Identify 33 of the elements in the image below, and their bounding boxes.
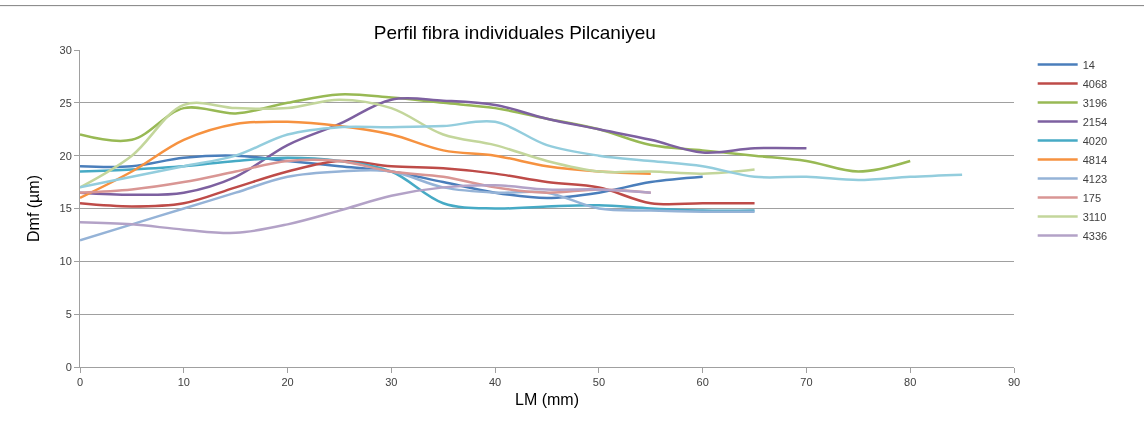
x-tick-label: 40	[488, 376, 502, 389]
x-tick-label: 10	[177, 376, 190, 389]
legend-label: 4336	[1082, 229, 1108, 242]
y-axis-title: Dmf (µm)	[25, 175, 43, 242]
legend-label: 14	[1082, 58, 1095, 71]
x-tick-label: 20	[281, 376, 294, 389]
legend-label: 3196	[1082, 96, 1108, 109]
y-tick-label: 5	[65, 308, 72, 321]
x-tick-label: 50	[592, 376, 606, 389]
y-tick-label: 30	[59, 43, 72, 56]
chart-title: Perfil fibra individuales Pilcaniyeu	[373, 21, 656, 43]
y-tick-label: 10	[59, 255, 72, 268]
line-series	[80, 98, 756, 189]
x-tick-label: 0	[76, 376, 84, 389]
line-series	[80, 119, 964, 189]
legend-label: 175	[1082, 191, 1102, 204]
legend-label: 4068	[1082, 77, 1108, 90]
y-tick-label: 15	[59, 202, 72, 215]
x-tick-label: 80	[904, 376, 917, 389]
x-tick-label: 90	[1007, 376, 1021, 389]
y-tick-label: 25	[59, 96, 72, 109]
x-axis-title: LM (mm)	[515, 390, 579, 408]
x-tick-label: 60	[696, 376, 709, 389]
legend-label: 4020	[1082, 134, 1108, 147]
x-tick-label: 30	[385, 376, 398, 389]
y-tick-label: 0	[65, 360, 72, 373]
line-series	[80, 183, 653, 235]
legend-label: 4123	[1082, 172, 1108, 185]
legend-label: 4814	[1082, 153, 1108, 166]
legend-label: 3110	[1082, 210, 1107, 223]
y-tick-label: 20	[59, 149, 72, 162]
legend-label: 2154	[1082, 115, 1108, 128]
x-tick-label: 70	[800, 376, 813, 389]
